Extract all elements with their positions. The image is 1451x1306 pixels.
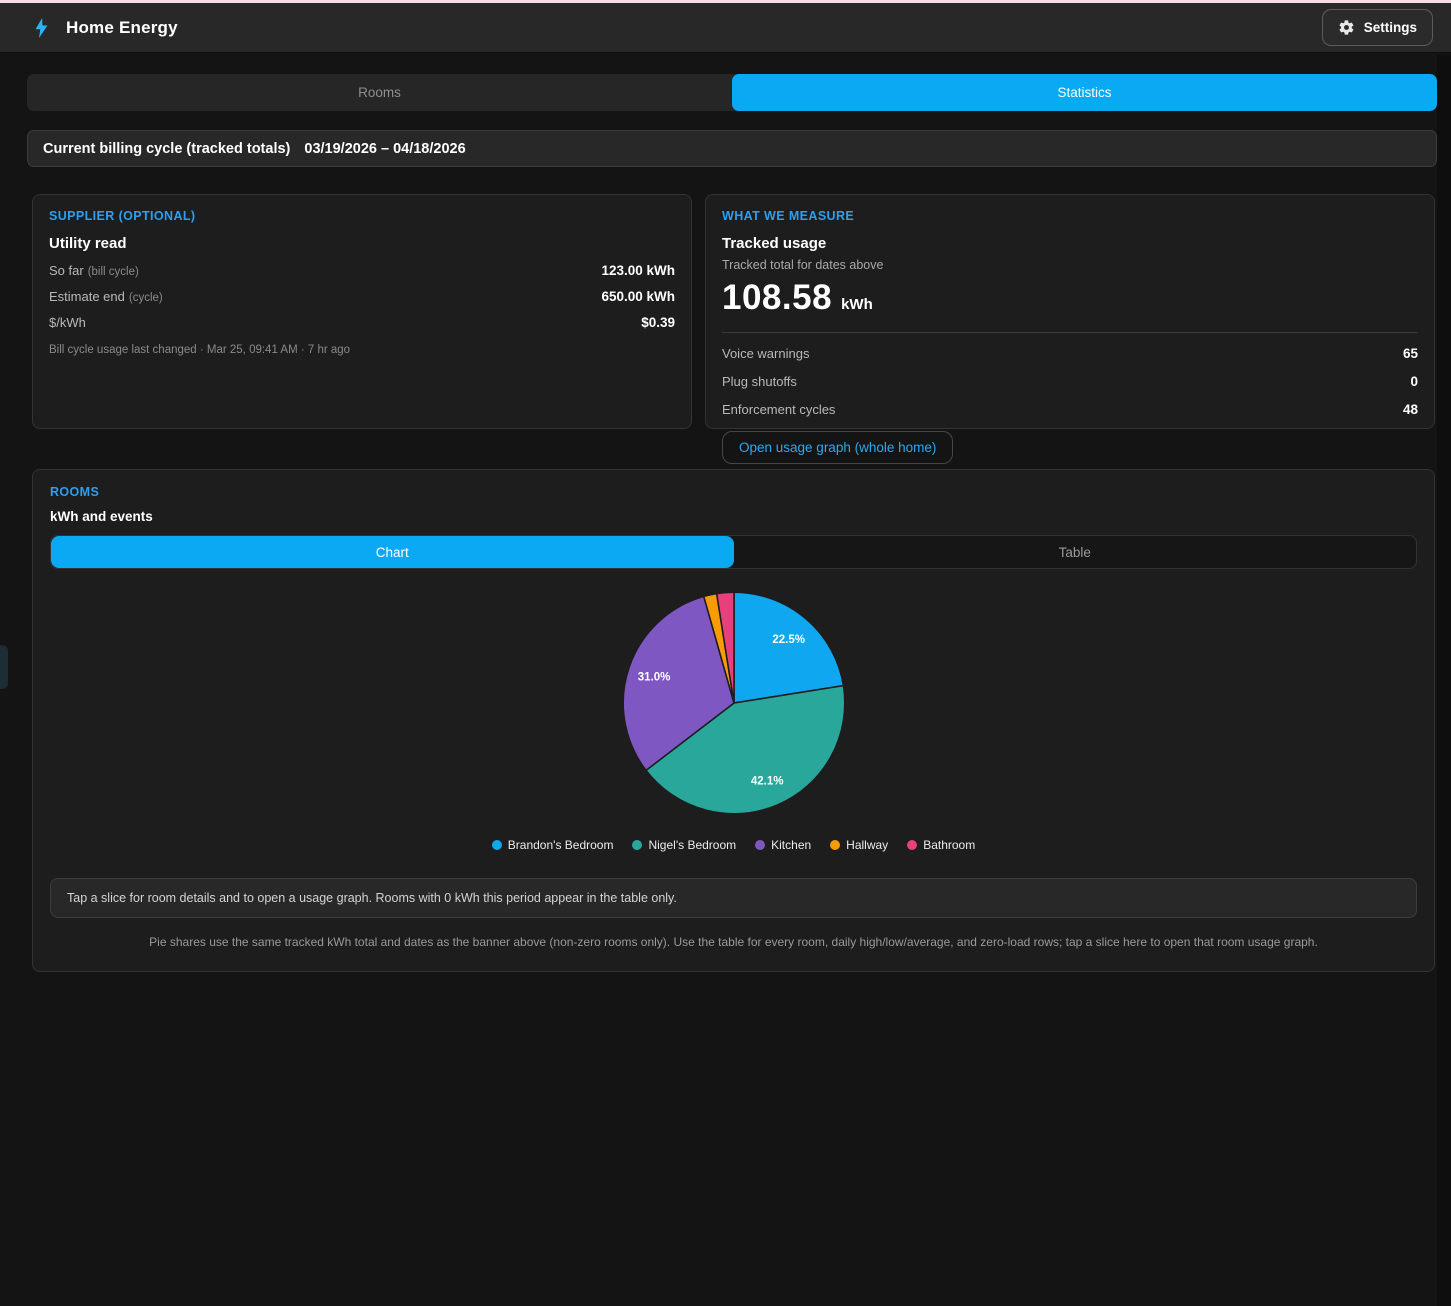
chart-legend: Brandon's Bedroom Nigel's Bedroom Kitchen H… [50, 838, 1417, 852]
counter-label: Voice warnings [722, 346, 809, 361]
tracked-total-value: 108.58 [722, 278, 832, 318]
pie-slice-label: 31.0% [637, 672, 670, 684]
pie-chart: 22.5% 42.1% 31.0% [50, 590, 1417, 816]
supplier-footnote: Bill cycle usage last changed · Mar 25, … [49, 344, 675, 356]
legend-dot [755, 840, 765, 850]
app-header: Home Energy Settings [0, 3, 1451, 53]
right-gutter [1437, 55, 1451, 1306]
supplier-row-estimate-end: Estimate end (cycle) 650.00 kWh [49, 289, 675, 304]
app-title: Home Energy [66, 18, 178, 38]
row-label: So far [49, 263, 84, 278]
rooms-panel: ROOMS kWh and events Chart Table 22.5% 42… [32, 469, 1435, 972]
tab-statistics[interactable]: Statistics [732, 74, 1437, 111]
row-label: $/kWh [49, 315, 86, 330]
bolt-icon [34, 17, 49, 39]
counter-value: 0 [1410, 374, 1418, 389]
row-label: Estimate end [49, 289, 125, 304]
legend-item-bathroom[interactable]: Bathroom [907, 838, 975, 852]
counter-value: 48 [1403, 402, 1418, 417]
measure-subtitle: Tracked total for dates above [722, 258, 1418, 272]
gear-icon [1338, 19, 1355, 36]
legend-item-kitchen[interactable]: Kitchen [755, 838, 811, 852]
counter-voice-warnings: Voice warnings 65 [722, 346, 1418, 361]
legend-dot [830, 840, 840, 850]
pie-slice-label: 22.5% [772, 634, 805, 646]
legend-label: Bathroom [923, 838, 975, 852]
supplier-panel: SUPPLIER (OPTIONAL) Utility read So far … [32, 194, 692, 429]
measure-title: Tracked usage [722, 235, 1418, 252]
chart-table-toggle: Chart Table [50, 535, 1417, 569]
tab-rooms[interactable]: Rooms [27, 74, 732, 111]
settings-button-label: Settings [1364, 20, 1417, 35]
measure-heading: WHAT WE MEASURE [722, 209, 1418, 223]
billing-cycle-dates: 03/19/2026 – 04/18/2026 [304, 141, 465, 157]
supplier-row-rate: $/kWh $0.39 [49, 315, 675, 330]
chart-hint-box: Tap a slice for room details and to open… [50, 878, 1417, 918]
legend-item-nigel-s-bedroom[interactable]: Nigel's Bedroom [632, 838, 736, 852]
counter-label: Enforcement cycles [722, 402, 835, 417]
rooms-heading: ROOMS [50, 485, 1417, 499]
supplier-heading: SUPPLIER (OPTIONAL) [49, 209, 675, 223]
counter-plug-shutoffs: Plug shutoffs 0 [722, 374, 1418, 389]
row-value: 650.00 kWh [601, 289, 675, 304]
divider [722, 332, 1418, 333]
billing-cycle-banner: Current billing cycle (tracked totals) 0… [27, 130, 1437, 167]
row-value: 123.00 kWh [601, 263, 675, 278]
legend-item-hallway[interactable]: Hallway [830, 838, 888, 852]
legend-label: Brandon's Bedroom [508, 838, 614, 852]
open-usage-graph-button[interactable]: Open usage graph (whole home) [722, 431, 953, 464]
legend-label: Hallway [846, 838, 888, 852]
legend-dot [492, 840, 502, 850]
what-we-measure-panel: WHAT WE MEASURE Tracked usage Tracked to… [705, 194, 1435, 429]
pie-slice-label: 42.1% [750, 775, 783, 787]
side-drawer-handle[interactable] [0, 645, 8, 689]
row-hint: (cycle) [129, 292, 163, 304]
rooms-subtitle: kWh and events [50, 509, 1417, 524]
tracked-total: 108.58 kWh [722, 278, 1418, 318]
legend-label: Nigel's Bedroom [648, 838, 736, 852]
counter-label: Plug shutoffs [722, 374, 797, 389]
row-value: $0.39 [641, 315, 675, 330]
main-tab-bar: Rooms Statistics [27, 74, 1437, 111]
settings-button[interactable]: Settings [1322, 9, 1433, 46]
view-tab-table[interactable]: Table [734, 536, 1417, 568]
billing-cycle-label: Current billing cycle (tracked totals) [43, 141, 290, 157]
supplier-row-so-far: So far (bill cycle) 123.00 kWh [49, 263, 675, 278]
supplier-title: Utility read [49, 235, 675, 252]
counter-value: 65 [1403, 346, 1418, 361]
view-tab-chart[interactable]: Chart [51, 536, 734, 568]
legend-label: Kitchen [771, 838, 811, 852]
row-hint: (bill cycle) [88, 266, 139, 278]
legend-dot [907, 840, 917, 850]
legend-item-brandon-s-bedroom[interactable]: Brandon's Bedroom [492, 838, 614, 852]
rooms-footer-note: Pie shares use the same tracked kWh tota… [50, 935, 1417, 949]
legend-dot [632, 840, 642, 850]
counter-enforcement-cycles: Enforcement cycles 48 [722, 402, 1418, 417]
tracked-total-unit: kWh [841, 296, 873, 313]
